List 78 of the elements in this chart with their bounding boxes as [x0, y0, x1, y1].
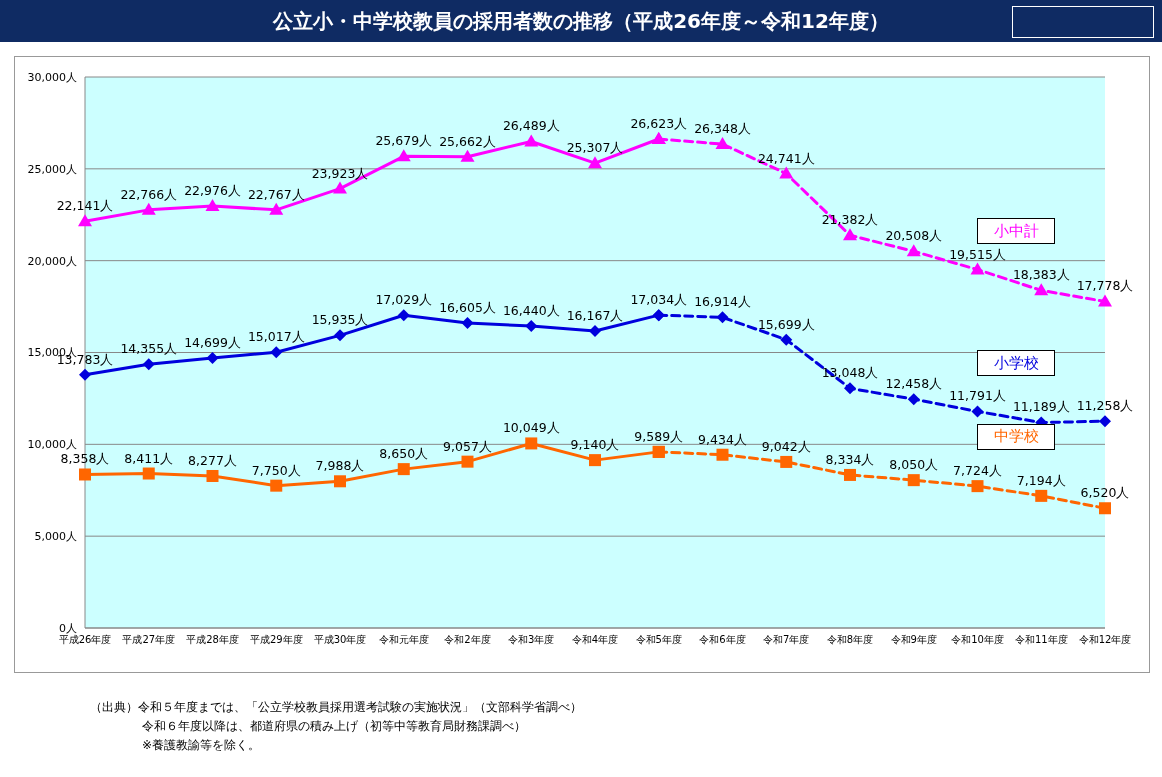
- x-tick-label: 令和5年度: [635, 634, 682, 646]
- data-label: 11,791人: [949, 388, 1006, 404]
- data-label: 15,935人: [311, 312, 369, 328]
- x-tick-label: 令和3年度: [508, 634, 555, 646]
- data-label: 16,605人: [439, 300, 496, 316]
- data-label: 25,679人: [375, 133, 433, 149]
- data-label: 7,750人: [251, 462, 301, 478]
- data-label: 22,766人: [120, 186, 178, 202]
- chart-title: 公立小・中学校教員の採用者数の推移（平成26年度～令和12年度）: [273, 7, 889, 35]
- data-label: 17,034人: [630, 292, 688, 308]
- x-tick-label: 令和11年度: [1014, 634, 1068, 646]
- data-label: 17,778人: [1076, 278, 1134, 294]
- data-label: 8,411人: [124, 450, 174, 466]
- data-label: 23,923人: [311, 165, 369, 181]
- data-label: 19,515人: [949, 246, 1006, 262]
- y-tick-label: 25,000人: [27, 162, 77, 176]
- data-label: 16,167人: [566, 308, 624, 324]
- x-tick-label: 令和9年度: [890, 634, 937, 646]
- data-label: 10,049人: [502, 420, 560, 436]
- text: ※養護教諭等を除く。: [141, 737, 262, 754]
- data-label: 9,434人: [698, 431, 747, 447]
- data-label: 8,050人: [889, 457, 939, 473]
- data-label: 22,141人: [56, 198, 114, 214]
- data-label: 9,042人: [761, 438, 811, 454]
- data-label: 20,508人: [885, 228, 943, 244]
- data-label: 11,189人: [1012, 399, 1070, 415]
- data-label: 14,699人: [184, 335, 241, 351]
- y-tick-label: 5,000人: [34, 530, 77, 544]
- x-tick-label: 平成29年度: [249, 634, 303, 646]
- x-tick-label: 令和4年度: [571, 634, 619, 646]
- data-label: 9,140人: [570, 437, 620, 453]
- data-label: 17,029人: [375, 292, 433, 308]
- x-tick-label: 令和12年度: [1078, 634, 1132, 646]
- data-label: 8,650人: [379, 446, 429, 462]
- data-label: 15,017人: [247, 329, 305, 345]
- data-label: 15,699人: [757, 316, 815, 332]
- data-label: 16,440人: [502, 303, 560, 319]
- data-label: 8,334人: [825, 451, 875, 467]
- data-label: 14,355人: [120, 341, 178, 357]
- x-tick-label: 令和6年度: [699, 634, 746, 646]
- text: （出典）令和５年度までは、「公立学校教員採用選考試験の実施状況」（文部科学省調べ）: [90, 699, 582, 716]
- text: 令和６年度以降は、都道府県の積み上げ（初等中等教育局財務課調べ）: [141, 718, 527, 735]
- data-label: 18,383人: [1012, 267, 1070, 283]
- data-label: 7,988人: [315, 458, 365, 474]
- data-label: 12,458人: [885, 376, 943, 392]
- x-tick-label: 平成30年度: [313, 634, 367, 646]
- data-label: 11,258人: [1076, 398, 1134, 414]
- data-label: 9,057人: [443, 438, 492, 454]
- y-tick-label: 0人: [59, 621, 77, 635]
- data-label: 26,623人: [630, 116, 688, 132]
- x-tick-label: 令和8年度: [826, 634, 874, 646]
- data-label: 7,194人: [1016, 472, 1066, 488]
- data-label: 25,307人: [566, 140, 624, 156]
- data-label: 16,914人: [694, 294, 751, 310]
- series-label: 小中計: [977, 218, 1055, 245]
- y-tick-label: 30,000人: [27, 70, 77, 84]
- data-label: 9,589人: [634, 428, 684, 444]
- data-label: 6,520人: [1080, 485, 1130, 501]
- text: 中学校: [977, 423, 1055, 450]
- data-label: 8,358人: [60, 451, 110, 467]
- x-tick-label: 令和元年度: [378, 634, 429, 646]
- x-tick-label: 令和2年度: [444, 634, 491, 646]
- data-label: 26,348人: [694, 121, 751, 137]
- y-tick-label: 20,000人: [27, 254, 77, 268]
- data-label: 22,976人: [184, 183, 241, 199]
- data-label: 22,767人: [247, 186, 305, 202]
- y-tick-label: 10,000人: [27, 438, 77, 452]
- data-label: 7,724人: [953, 463, 1002, 479]
- x-tick-label: 平成27年度: [122, 634, 176, 646]
- data-label: 8,277人: [188, 452, 237, 468]
- data-label: 26,489人: [502, 118, 560, 134]
- x-tick-label: 平成28年度: [186, 634, 239, 646]
- text: 小学校: [977, 350, 1055, 377]
- data-label: 25,662人: [439, 133, 496, 149]
- x-tick-label: 平成26年度: [58, 634, 112, 646]
- data-label: 24,741人: [757, 150, 815, 166]
- x-tick-label: 令和7年度: [763, 634, 810, 646]
- x-tick-label: 令和10年度: [951, 634, 1004, 646]
